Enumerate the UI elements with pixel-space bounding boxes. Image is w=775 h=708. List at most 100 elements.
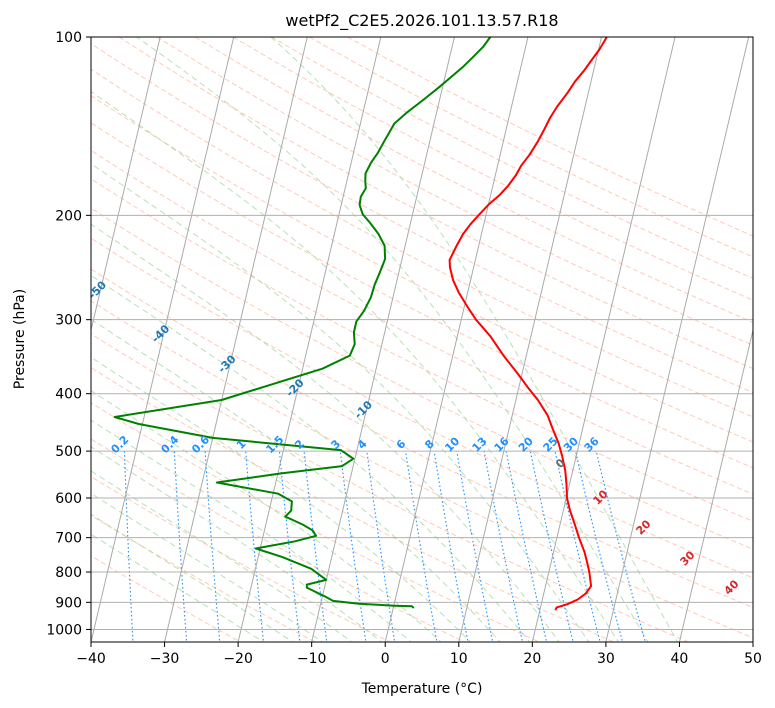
mixing-ratio-label: 25 [541, 435, 561, 455]
dry-adiabat-label: 40 [722, 577, 742, 597]
x-tick-label: −40 [76, 651, 106, 667]
x-tick-label: 20 [523, 651, 541, 667]
mixing-ratio-label: 6 [394, 437, 409, 452]
mixing-ratio-line [529, 450, 574, 642]
isotherm-label: -50 [86, 278, 109, 301]
dry-adiabat-line [118, 37, 753, 370]
isotherm-line [91, 37, 161, 333]
y-axis-label: Pressure (hPa) [12, 289, 28, 389]
mixing-ratio-line [483, 451, 524, 642]
y-axis-ticks: 100 200 300 400 500 600 700 800 900 1000 [46, 30, 91, 638]
moist-adiabat-line [91, 446, 383, 642]
isotherm-line [311, 37, 455, 642]
isotherm-line [458, 37, 602, 642]
y-tick-label: 100 [55, 30, 82, 46]
x-tick-label: 50 [744, 651, 762, 667]
moist-adiabat-line [91, 356, 472, 642]
isotherm-line [91, 37, 235, 642]
dry-adiabat-line [91, 43, 753, 394]
mixing-ratio-line [339, 451, 367, 642]
isotherm-line [237, 37, 382, 642]
moist-adiabat-line [136, 37, 649, 642]
dry-adiabat-line [194, 37, 753, 323]
dry-adiabat-line [91, 367, 615, 642]
isotherm-line [605, 37, 750, 642]
line-labels: -100-90-80-70-60-50-40-30-20-10010203040… [22, 238, 742, 597]
y-tick-label: 400 [55, 387, 82, 403]
y-tick-label: 900 [55, 595, 82, 611]
mixing-ratio-line [78, 451, 83, 644]
x-tick-label: 40 [671, 651, 689, 667]
dry-adiabat-label: 10 [591, 487, 611, 507]
mixing-ratio-line [505, 450, 548, 642]
moist-adiabat-line [91, 318, 501, 642]
dry-adiabat-line [91, 438, 466, 642]
y-tick-label: 1000 [46, 622, 82, 638]
dry-adiabat-line [309, 37, 753, 258]
mixing-ratio-line [554, 450, 601, 642]
dry-adiabat-line [232, 37, 753, 301]
isotherm-line [384, 37, 529, 642]
y-tick-label: 600 [55, 491, 82, 507]
dry-adiabat-line [91, 300, 753, 639]
dry-adiabat-line [91, 149, 753, 495]
temperature-profile-line [448, 37, 608, 611]
dry-adiabat-line [91, 333, 690, 642]
dry-adiabat-line [91, 95, 753, 443]
dry-adiabat-line [91, 178, 753, 522]
moist-adiabat-line [91, 470, 353, 642]
x-tick-label: 10 [450, 651, 468, 667]
dry-adiabat-line [271, 37, 753, 279]
x-tick-label: 0 [381, 651, 390, 667]
isotherm-line [678, 328, 753, 642]
moist-adiabat-line [91, 513, 294, 642]
moist-adiabat-line [91, 274, 531, 642]
plot-frame [90, 36, 754, 643]
mixing-ratio-line [433, 451, 469, 642]
mixing-ratio-line [456, 451, 494, 642]
profile-lines [113, 37, 608, 611]
dry-adiabat-label: 20 [634, 517, 654, 537]
pressure-gridlines [91, 37, 753, 630]
isotherm-label: -40 [149, 322, 172, 345]
isotherm-label: -10 [352, 398, 375, 421]
moist-adiabat-line [270, 37, 679, 642]
x-tick-label: 30 [597, 651, 615, 667]
dry-adiabat-line [91, 237, 753, 579]
x-tick-label: −10 [297, 651, 327, 667]
dry-adiabat-line [347, 37, 753, 237]
dry-adiabat-label: 30 [678, 548, 698, 568]
isotherm-label: -60 [22, 238, 45, 261]
mixing-ratio-line [574, 450, 624, 642]
dry-adiabat-line [91, 207, 753, 550]
mixing-ratio-label: 8 [422, 437, 437, 452]
x-axis-label: Temperature (°C) [361, 681, 483, 697]
isotherm-label: 0 [553, 456, 568, 471]
mixing-ratio-label: 2 [292, 437, 307, 452]
y-tick-label: 700 [55, 531, 82, 547]
isotherm-line [164, 37, 308, 642]
mixing-ratio-line [405, 451, 438, 642]
dry-adiabat-line [91, 122, 753, 469]
mixing-ratio-label: 1 [234, 437, 249, 452]
moist-adiabat-line [91, 223, 560, 642]
isotherm-line [531, 37, 676, 642]
dry-adiabat-line [91, 268, 753, 609]
mixing-ratio-line [595, 450, 646, 642]
y-tick-label: 800 [55, 565, 82, 581]
x-tick-label: −20 [223, 651, 253, 667]
y-tick-label: 500 [55, 444, 82, 460]
moist-adiabat-line [91, 91, 620, 642]
y-tick-label: 300 [55, 313, 82, 329]
x-tick-label: −30 [150, 651, 180, 667]
dry-adiabat-line [91, 475, 392, 642]
chart-title: wetPf2_C2E5.2026.101.13.57.R18 [285, 11, 558, 31]
background-lines [78, 37, 753, 644]
mixing-ratio-line [366, 451, 396, 642]
mixing-ratio-label: 0.2 [108, 433, 131, 456]
mixing-ratio-label: 13 [470, 435, 490, 455]
y-tick-label: 200 [55, 208, 82, 224]
mixing-ratio-line [303, 451, 328, 642]
